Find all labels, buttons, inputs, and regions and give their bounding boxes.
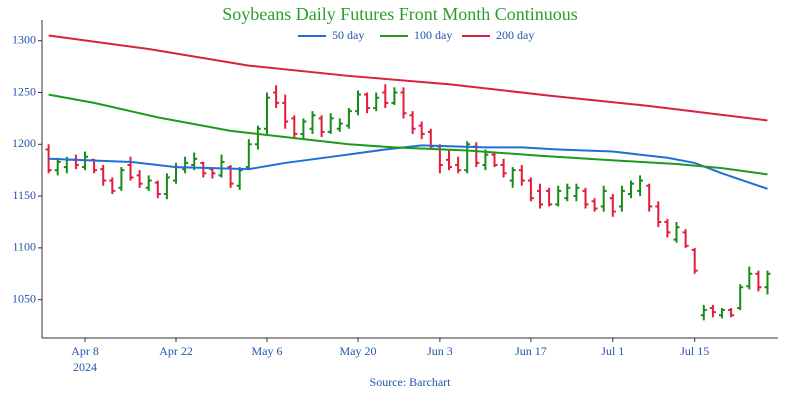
moving-average-line <box>48 34 768 122</box>
x-tick-label: Jun 17 <box>515 344 547 358</box>
x-tick-label: May 20 <box>340 344 377 358</box>
legend-label: 200 day <box>496 28 534 42</box>
y-tick-label: 1200 <box>12 136 36 150</box>
y-tick-label: 1050 <box>12 291 36 305</box>
y-tick-label: 1100 <box>12 240 36 254</box>
x-tick-label: Apr 8 <box>71 344 99 358</box>
x-tick-label: Jun 3 <box>427 344 453 358</box>
chart-title: Soybeans Daily Futures Front Month Conti… <box>222 4 578 24</box>
legend-label: 100 day <box>414 28 452 42</box>
moving-average-line <box>48 93 768 176</box>
x-tick-label: May 6 <box>252 344 283 358</box>
y-tick-label: 1150 <box>12 188 36 202</box>
y-tick-label: 1300 <box>12 32 36 46</box>
x-tick-label: Apr 22 <box>159 344 193 358</box>
x-tick-label: Jul 15 <box>680 344 709 358</box>
y-tick-label: 1250 <box>12 84 36 98</box>
source-note: Source: Barchart <box>370 375 452 389</box>
x-tick-sublabel: 2024 <box>73 360 97 374</box>
x-tick-label: Jul 1 <box>601 344 624 358</box>
legend-label: 50 day <box>332 28 364 42</box>
